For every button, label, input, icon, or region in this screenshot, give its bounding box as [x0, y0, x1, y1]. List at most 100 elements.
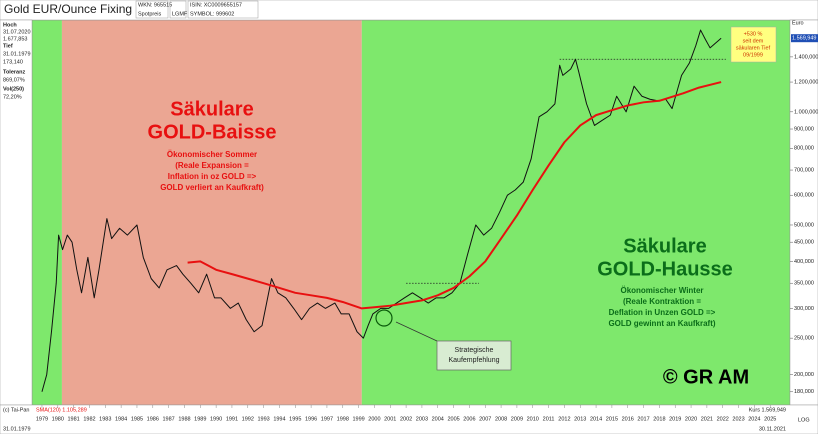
stat-label: Hoch — [3, 22, 17, 28]
y-tick-label: 1.000,000 — [794, 109, 818, 115]
gain-text: +530 % — [744, 31, 763, 37]
x-tick-label: 1988 — [178, 416, 190, 422]
x-tick-label: 2025 — [764, 416, 776, 422]
x-tick-label: 2024 — [748, 416, 760, 422]
y-tick-label: 900,000 — [794, 126, 814, 132]
x-tick-label: 2011 — [543, 416, 555, 422]
annotation-text: (Reale Expansion = — [175, 161, 249, 170]
annotation-title: GOLD-Hausse — [597, 258, 733, 280]
stat-label: Vol(250) — [3, 86, 24, 92]
gain-text: säkularen Tief — [736, 45, 771, 51]
annotations: Säkulare GOLD-Baisse Ökonomischer Sommer… — [148, 26, 777, 388]
last-price-label: 1.569,949 — [792, 36, 816, 42]
x-tick-label: 1994 — [273, 416, 285, 422]
x-tick-label: 1992 — [242, 416, 254, 422]
x-tick-label: 2023 — [732, 416, 744, 422]
kind: Spotpreis — [138, 11, 161, 17]
x-tick-label: 1986 — [147, 416, 159, 422]
scale-label: LOG — [798, 417, 810, 423]
y-tick-label: 400,000 — [794, 259, 814, 265]
kurs-label: Kurs 1.569,949 — [749, 407, 786, 413]
x-tick-label: 2009 — [511, 416, 523, 422]
isin: ISIN: XC0009655157 — [190, 2, 242, 8]
x-tick-label: 1987 — [162, 416, 174, 422]
x-tick-label: 1990 — [210, 416, 222, 422]
annotation-title: GOLD-Baisse — [148, 121, 277, 143]
x-tick-label: 1989 — [194, 416, 206, 422]
start-date: 31.01.1979 — [3, 426, 31, 432]
x-tick-label: 1983 — [99, 416, 111, 422]
x-tick-label: 2004 — [432, 416, 444, 422]
x-tick-label: 1996 — [305, 416, 317, 422]
watermark: © GR AM — [663, 366, 749, 388]
x-tick-label: 2022 — [717, 416, 729, 422]
series-line — [41, 29, 722, 392]
annotation-text: Ökonomischer Sommer — [167, 150, 257, 159]
x-tick-label: 2012 — [558, 416, 570, 422]
buy-text: Kaufempfehlung — [449, 357, 500, 364]
x-tick-label: 2019 — [669, 416, 681, 422]
x-tick-label: 1991 — [226, 416, 238, 422]
annotation-title: Säkulare — [623, 235, 706, 257]
x-tick-label: 1984 — [115, 416, 127, 422]
x-tick-label: 2006 — [463, 416, 475, 422]
x-tick-label: 1993 — [257, 416, 269, 422]
stat-label: Tief — [3, 43, 13, 49]
annotation-text: GOLD verliert an Kaufkraft) — [160, 183, 264, 192]
x-tick-label: 1998 — [337, 416, 349, 422]
end-date: 30.11.2021 — [759, 426, 786, 432]
x-tick-label: 1995 — [289, 416, 301, 422]
info-box — [187, 0, 259, 19]
stat-value: 173,140 — [3, 59, 23, 65]
x-tick-label: 2008 — [495, 416, 507, 422]
y-tick-label: 350,000 — [794, 281, 814, 287]
wkn: WKN: 965515 — [138, 2, 172, 8]
x-tick-label: 2015 — [606, 416, 618, 422]
footer — [0, 404, 818, 434]
x-tick-label: 1981 — [68, 416, 80, 422]
y-tick-label: 300,000 — [794, 306, 814, 312]
x-tick-label: 2020 — [685, 416, 697, 422]
x-tick-label: 2014 — [590, 416, 602, 422]
x-tick-label: 1997 — [321, 416, 333, 422]
symbol: SYMBOL: 999602 — [190, 11, 234, 17]
x-tick-label: 2021 — [701, 416, 713, 422]
y-axis-title: Euro — [792, 20, 804, 26]
gain-box — [730, 26, 777, 63]
stat-value: 72,20% — [3, 94, 22, 100]
header-bar — [0, 0, 818, 21]
annotation-text: Deflation in Unzen GOLD => — [609, 308, 716, 317]
y-tick-label: 700,000 — [794, 168, 814, 174]
source: LGMF — [172, 11, 188, 17]
stat-value: 1.677,853 — [3, 36, 27, 42]
x-tick-label: 2002 — [400, 416, 412, 422]
y-tick-label: 500,000 — [794, 222, 814, 228]
chart-title: Gold EUR/Ounce Fixing — [4, 2, 132, 16]
stat-value: 31.01.1979 — [3, 51, 31, 57]
x-tick-label: 1999 — [352, 416, 364, 422]
buy-box — [436, 340, 512, 371]
y-tick-label: 1.200,000 — [794, 80, 818, 86]
x-tick-label: 1985 — [131, 416, 143, 422]
phase-region — [61, 20, 362, 405]
info-box — [135, 0, 169, 19]
x-tick-label: 2007 — [479, 416, 491, 422]
buy-text: Strategische — [455, 347, 494, 354]
buy-circle — [375, 309, 393, 327]
y-tick-label: 450,000 — [794, 240, 814, 246]
y-tick-label: 180,000 — [794, 389, 814, 395]
stat-label: Toleranz — [3, 69, 25, 75]
stat-value: 869,07% — [3, 77, 25, 83]
y-tick-label: 800,000 — [794, 146, 814, 152]
x-tick-label: 1979 — [36, 416, 48, 422]
x-tick-label: 2016 — [622, 416, 634, 422]
y-tick-label: 250,000 — [794, 336, 814, 342]
x-tick-label: 2013 — [574, 416, 586, 422]
info-box — [169, 0, 187, 19]
last-price-box — [791, 34, 818, 43]
buy-arrow — [395, 321, 438, 342]
annotation-text: Ökonomischer Winter — [620, 286, 703, 295]
x-tick-label: 2003 — [416, 416, 428, 422]
y-tick-label: 600,000 — [794, 193, 814, 199]
